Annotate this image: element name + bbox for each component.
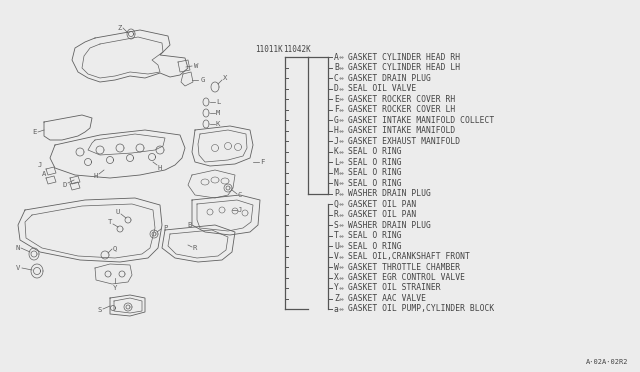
Text: L: L bbox=[334, 157, 339, 167]
Text: SEAL O RING: SEAL O RING bbox=[348, 168, 402, 177]
Text: F: F bbox=[260, 159, 264, 165]
Text: H: H bbox=[94, 173, 98, 179]
Text: SEAL O RING: SEAL O RING bbox=[348, 231, 402, 240]
Text: 11042K: 11042K bbox=[283, 45, 310, 54]
Text: WASHER DRAIN PLUG: WASHER DRAIN PLUG bbox=[348, 221, 431, 230]
Text: A: A bbox=[42, 171, 46, 177]
Text: Q: Q bbox=[334, 199, 339, 208]
Text: B: B bbox=[334, 63, 339, 72]
Text: GASKET EXHAUST MANIFOLD: GASKET EXHAUST MANIFOLD bbox=[348, 137, 460, 145]
Text: GASKET ROCKER COVER RH: GASKET ROCKER COVER RH bbox=[348, 94, 455, 103]
Text: SEAL OIL VALVE: SEAL OIL VALVE bbox=[348, 84, 416, 93]
Text: N: N bbox=[334, 179, 339, 187]
Text: Q: Q bbox=[113, 245, 117, 251]
Text: U: U bbox=[334, 241, 339, 250]
Text: C: C bbox=[334, 74, 339, 83]
Text: T: T bbox=[334, 231, 339, 240]
Text: GASKET ROCKER COVER LH: GASKET ROCKER COVER LH bbox=[348, 105, 455, 114]
Text: a: a bbox=[334, 305, 339, 314]
Text: M: M bbox=[334, 168, 339, 177]
Text: X: X bbox=[334, 273, 339, 282]
Text: Z: Z bbox=[118, 25, 122, 31]
Text: GASKET CYLINDER HEAD RH: GASKET CYLINDER HEAD RH bbox=[348, 52, 460, 61]
Text: E: E bbox=[32, 129, 36, 135]
Text: H: H bbox=[334, 126, 339, 135]
Text: K: K bbox=[334, 147, 339, 156]
Text: D: D bbox=[63, 182, 67, 188]
Text: SEAL O RING: SEAL O RING bbox=[348, 147, 402, 156]
Text: W: W bbox=[194, 63, 198, 69]
Text: N: N bbox=[16, 245, 20, 251]
Text: GASKET OIL PUMP,CYLINDER BLOCK: GASKET OIL PUMP,CYLINDER BLOCK bbox=[348, 305, 494, 314]
Text: D: D bbox=[334, 84, 339, 93]
Text: V: V bbox=[16, 265, 20, 271]
Text: S: S bbox=[98, 307, 102, 313]
Text: V: V bbox=[334, 252, 339, 261]
Text: K: K bbox=[216, 121, 220, 127]
Text: C: C bbox=[238, 192, 242, 198]
Text: SEAL O RING: SEAL O RING bbox=[348, 241, 402, 250]
Text: Y: Y bbox=[334, 283, 339, 292]
Text: S: S bbox=[334, 221, 339, 230]
Text: GASKET THROTTLE CHAMBER: GASKET THROTTLE CHAMBER bbox=[348, 263, 460, 272]
Text: L: L bbox=[216, 99, 220, 105]
Text: SEAL O RING: SEAL O RING bbox=[348, 179, 402, 187]
Text: GASKET EGR CONTROL VALVE: GASKET EGR CONTROL VALVE bbox=[348, 273, 465, 282]
Text: Y: Y bbox=[113, 285, 117, 291]
Text: Z: Z bbox=[334, 294, 339, 303]
Text: SEAL OIL,CRANKSHAFT FRONT: SEAL OIL,CRANKSHAFT FRONT bbox=[348, 252, 470, 261]
Text: H: H bbox=[158, 165, 162, 171]
Text: P: P bbox=[163, 225, 167, 231]
Text: GASKET OIL PAN: GASKET OIL PAN bbox=[348, 199, 416, 208]
Text: J: J bbox=[38, 162, 42, 168]
Text: U: U bbox=[116, 209, 120, 215]
Text: G: G bbox=[334, 115, 339, 125]
Text: GASKET CYLINDER HEAD LH: GASKET CYLINDER HEAD LH bbox=[348, 63, 460, 72]
Text: F: F bbox=[334, 105, 339, 114]
Text: M: M bbox=[216, 110, 220, 116]
Text: GASKET DRAIN PLUG: GASKET DRAIN PLUG bbox=[348, 74, 431, 83]
Text: J: J bbox=[334, 137, 339, 145]
Text: R: R bbox=[334, 210, 339, 219]
Text: E: E bbox=[334, 94, 339, 103]
Text: SEAL O RING: SEAL O RING bbox=[348, 157, 402, 167]
Text: X: X bbox=[223, 75, 227, 81]
Text: J: J bbox=[238, 207, 242, 213]
Text: G: G bbox=[201, 77, 205, 83]
Text: GASKET OIL STRAINER: GASKET OIL STRAINER bbox=[348, 283, 440, 292]
Text: R: R bbox=[193, 245, 197, 251]
Text: P: P bbox=[334, 189, 339, 198]
Text: 11011K: 11011K bbox=[255, 45, 283, 54]
Text: A: A bbox=[334, 52, 339, 61]
Text: GASKET INTAKE MANIFOLD COLLECT: GASKET INTAKE MANIFOLD COLLECT bbox=[348, 115, 494, 125]
Text: W: W bbox=[334, 263, 339, 272]
Text: GASKET AAC VALVE: GASKET AAC VALVE bbox=[348, 294, 426, 303]
Text: A·02A·02R2: A·02A·02R2 bbox=[586, 359, 628, 365]
Text: T: T bbox=[108, 219, 112, 225]
Text: GASKET OIL PAN: GASKET OIL PAN bbox=[348, 210, 416, 219]
Text: GASKET INTAKE MANIFOLD: GASKET INTAKE MANIFOLD bbox=[348, 126, 455, 135]
Text: B: B bbox=[188, 222, 192, 228]
Text: WASHER DRAIN PLUG: WASHER DRAIN PLUG bbox=[348, 189, 431, 198]
